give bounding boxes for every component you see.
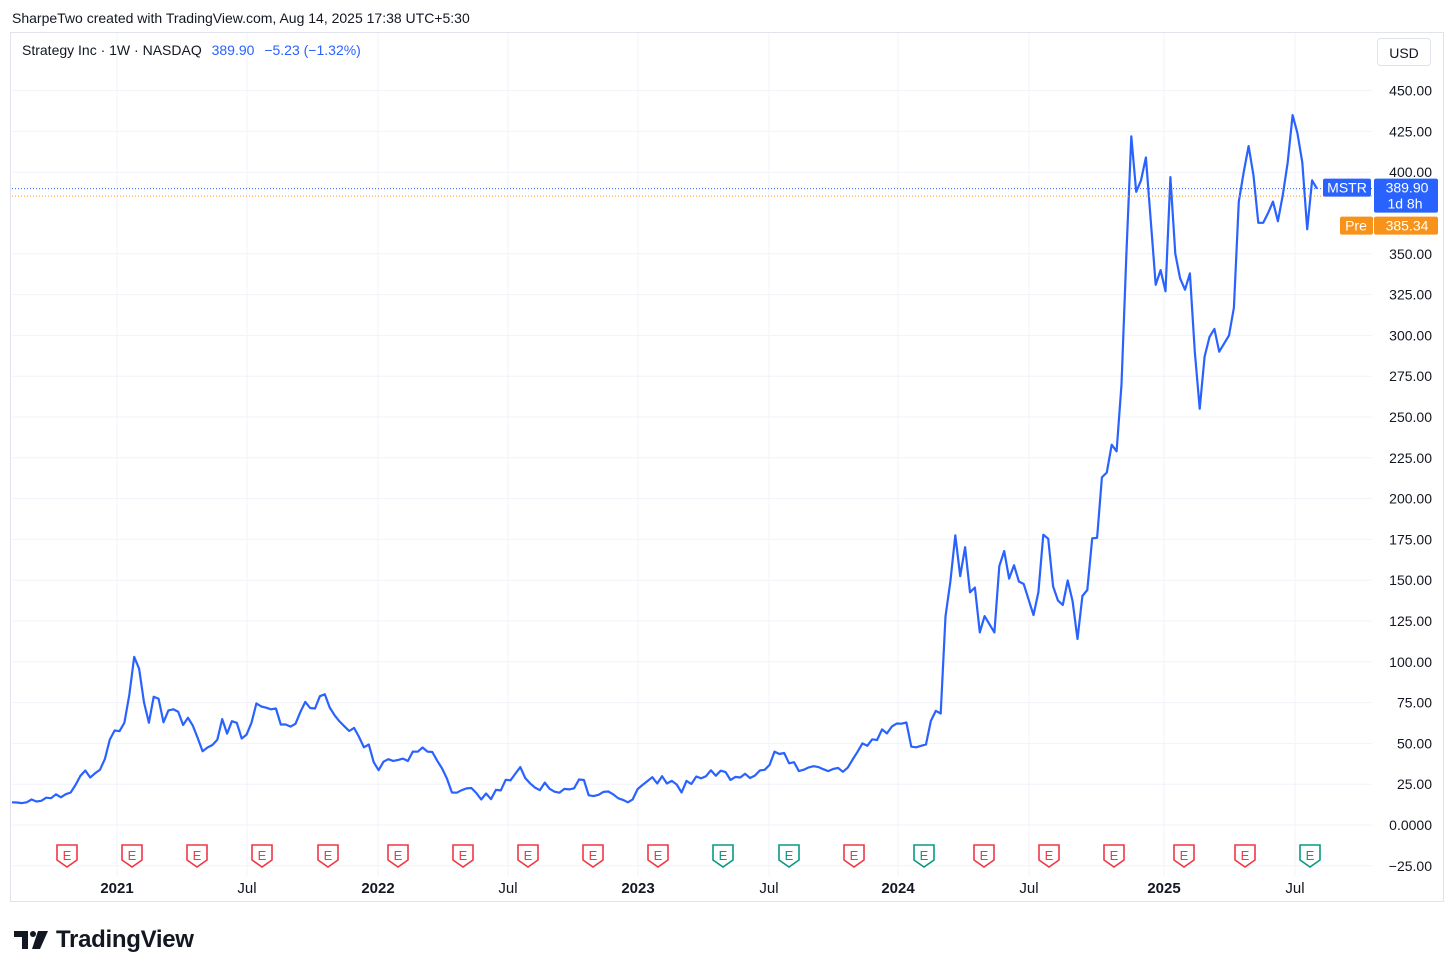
y-tick-label: 350.00 [1389,246,1432,262]
y-tick-label: 125.00 [1389,613,1432,629]
pre-tag-value: 385.34 [1386,218,1429,234]
ticker-tag-box [1323,178,1371,197]
earnings-marker-label: E [589,848,598,863]
pre-tag-label: Pre [1345,218,1367,234]
price-tag-value: 389.90 [1386,180,1429,196]
x-tick-label: 2022 [361,880,394,897]
earnings-marker-label: E [1110,848,1119,863]
x-tick-label: Jul [759,880,778,897]
earnings-marker-icon[interactable] [387,844,409,868]
earnings-marker-label: E [258,848,267,863]
x-tick-label: 2025 [1147,880,1180,897]
earnings-marker-icon[interactable] [186,844,208,868]
y-tick-label: 250.00 [1389,409,1432,425]
earnings-marker-icon[interactable] [56,844,78,868]
earnings-marker-label: E [1306,848,1315,863]
earnings-marker-icon[interactable] [1038,844,1060,868]
ticker-tag-label: MSTR [1327,180,1367,196]
earnings-marker-icon[interactable] [1103,844,1125,868]
x-tick-label: Jul [1019,880,1038,897]
x-tick-label: Jul [1285,880,1304,897]
earnings-marker-label: E [193,848,202,863]
x-tick-label: 2021 [100,880,133,897]
earnings-marker-icon[interactable] [1173,844,1195,868]
y-tick-label: −25.00 [1389,858,1432,874]
symbol-legend[interactable]: Strategy Inc · 1W · NASDAQ 389.90 −5.23 … [22,42,361,58]
chart-frame [10,32,1444,902]
earnings-marker-icon[interactable] [973,844,995,868]
legend-change: −5.23 (−1.32%) [264,42,361,58]
y-tick-label: 50.00 [1397,735,1432,751]
earnings-marker-icon[interactable] [843,844,865,868]
y-tick-label: 100.00 [1389,654,1432,670]
pre-tag-label-box [1340,216,1373,235]
earnings-marker-icon[interactable] [1234,844,1256,868]
x-tick-label: Jul [237,880,256,897]
earnings-marker-icon[interactable] [251,844,273,868]
y-tick-label: 450.00 [1389,83,1432,99]
chart-attribution: SharpeTwo created with TradingView.com, … [12,10,470,26]
earnings-marker-label: E [128,848,137,863]
earnings-marker-label: E [1241,848,1250,863]
pre-tag-value-box [1374,216,1438,235]
y-tick-label: 150.00 [1389,572,1432,588]
earnings-marker-label: E [1180,848,1189,863]
earnings-marker-icon[interactable] [317,844,339,868]
x-tick-label: 2023 [621,880,654,897]
earnings-marker-label: E [459,848,468,863]
y-tick-label: 425.00 [1389,123,1432,139]
earnings-marker-icon[interactable] [121,844,143,868]
y-tick-label: 325.00 [1389,287,1432,303]
earnings-marker-label: E [920,848,929,863]
earnings-marker-icon[interactable] [452,844,474,868]
y-tick-label: 275.00 [1389,368,1432,384]
y-tick-label: 200.00 [1389,491,1432,507]
earnings-marker-icon[interactable] [647,844,669,868]
earnings-marker-icon[interactable] [517,844,539,868]
earnings-marker-icon[interactable] [778,844,800,868]
y-tick-label: 0.0000 [1389,817,1432,833]
earnings-marker-label: E [1045,848,1054,863]
earnings-marker-icon[interactable] [582,844,604,868]
symbol-title: Strategy Inc · 1W · NASDAQ [22,42,202,58]
tradingview-brand: TradingView [14,926,194,954]
y-tick-label: 400.00 [1389,164,1432,180]
legend-price: 389.90 [211,42,255,58]
price-tag-box [1374,178,1438,213]
earnings-marker-label: E [394,848,403,863]
price-tag-countdown: 1d 8h [1387,196,1422,212]
currency-button[interactable]: USD [1377,38,1431,66]
y-tick-label: 175.00 [1389,531,1432,547]
x-tick-label: Jul [498,880,517,897]
earnings-marker-label: E [719,848,728,863]
price-line[interactable] [11,114,1318,805]
earnings-marker-icon[interactable] [913,844,935,868]
earnings-marker-label: E [524,848,533,863]
earnings-marker-label: E [654,848,663,863]
x-tick-label: 2024 [881,880,915,897]
y-tick-label: 225.00 [1389,450,1432,466]
y-tick-label: 75.00 [1397,695,1432,711]
earnings-marker-icon[interactable] [712,844,734,868]
earnings-marker-label: E [980,848,989,863]
earnings-marker-label: E [63,848,72,863]
y-tick-label: 300.00 [1389,327,1432,343]
earnings-marker-label: E [850,848,859,863]
earnings-marker-icon[interactable] [1299,844,1321,868]
earnings-marker-label: E [324,848,333,863]
earnings-marker-label: E [785,848,794,863]
y-tick-label: 25.00 [1397,776,1432,792]
tradingview-logo-icon [14,931,48,949]
brand-name: TradingView [56,926,194,953]
